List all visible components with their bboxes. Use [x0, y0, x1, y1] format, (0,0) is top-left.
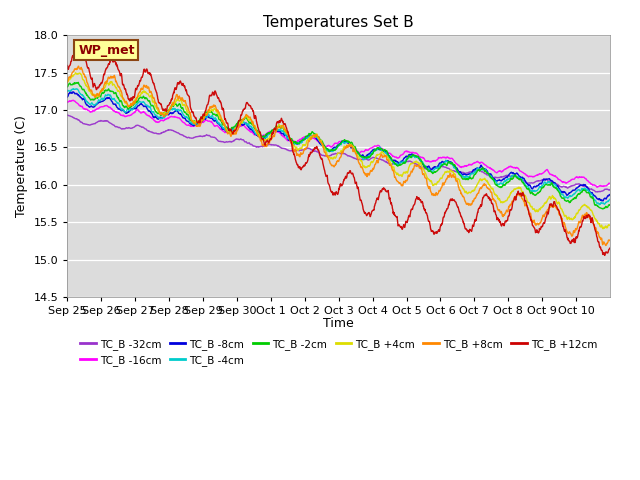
- X-axis label: Time: Time: [323, 317, 354, 330]
- Text: WP_met: WP_met: [78, 44, 134, 57]
- Title: Temperatures Set B: Temperatures Set B: [263, 15, 414, 30]
- Y-axis label: Temperature (C): Temperature (C): [15, 115, 28, 217]
- Legend: TC_B -32cm, TC_B -16cm, TC_B -8cm, TC_B -4cm, TC_B -2cm, TC_B +4cm, TC_B +8cm, T: TC_B -32cm, TC_B -16cm, TC_B -8cm, TC_B …: [76, 335, 602, 370]
